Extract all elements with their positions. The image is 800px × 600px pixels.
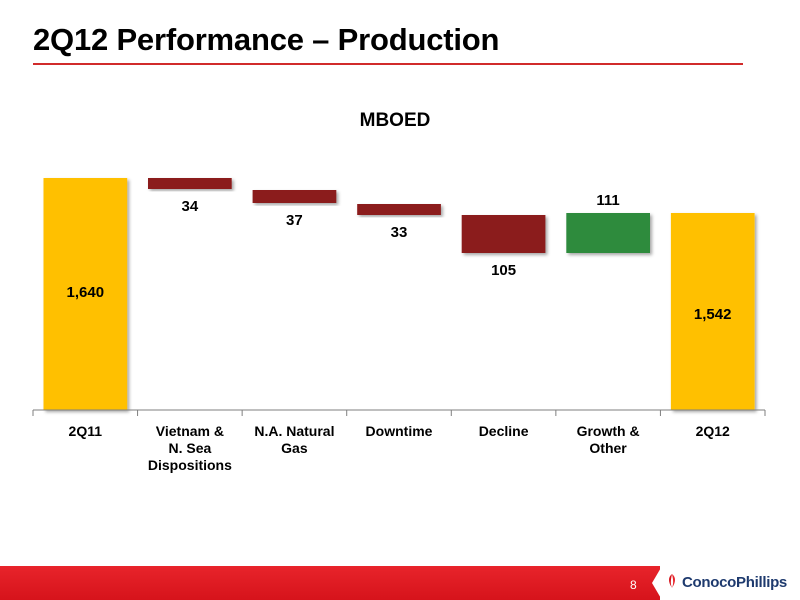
- category-label: Vietnam &: [156, 423, 224, 439]
- waterfall-chart: MBOED 1,640 2Q11 34 Vietnam &N. SeaDisposit…: [32, 110, 766, 473]
- data-label: 34: [182, 198, 199, 215]
- category-label: Downtime: [366, 423, 433, 439]
- data-label: 1,542: [694, 306, 732, 323]
- chart-title: MBOED: [360, 110, 431, 131]
- bar-decline: [461, 215, 546, 253]
- logo-notch: [652, 566, 662, 600]
- slide-title: 2Q12 Performance – Production: [33, 22, 500, 57]
- category-label: Dispositions: [148, 457, 232, 473]
- category-label: N. Sea: [168, 440, 211, 456]
- conocophillips-logo-icon: [669, 574, 675, 588]
- data-label: 105: [491, 262, 516, 279]
- brand-name: ConocoPhillips: [682, 574, 787, 591]
- bar-growth-other: [566, 213, 650, 253]
- data-label: 111: [596, 192, 619, 209]
- bar-vietnam-n-sea-dispositions: [148, 178, 232, 189]
- bar-2q11: [43, 178, 128, 410]
- logo-background: [660, 566, 800, 600]
- page-number: 8: [630, 578, 637, 592]
- category-label: 2Q11: [69, 423, 103, 439]
- data-label: 37: [286, 212, 303, 229]
- title-divider: [33, 63, 743, 65]
- category-label: Decline: [479, 423, 529, 439]
- category-label: 2Q12: [696, 423, 730, 439]
- category-label: Other: [589, 440, 627, 456]
- bar-n-a-natural-gas: [252, 190, 337, 203]
- category-label: Gas: [281, 440, 308, 456]
- data-label: 1,640: [67, 284, 105, 301]
- bar-downtime: [357, 204, 441, 215]
- data-label: 33: [391, 224, 408, 241]
- category-label: N.A. Natural: [254, 423, 334, 439]
- category-label: Growth &: [577, 423, 640, 439]
- bar-2q12: [670, 213, 755, 410]
